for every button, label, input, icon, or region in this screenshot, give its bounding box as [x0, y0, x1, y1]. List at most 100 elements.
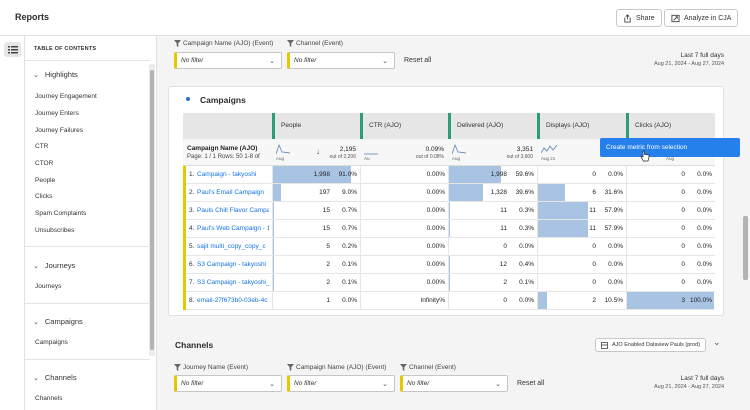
campaign-name-filter-dropdown[interactable]: No filter ⌄ [174, 52, 282, 69]
toc-section-campaigns[interactable]: ⌄ Campaigns [33, 317, 83, 326]
cell-delivered[interactable]: 11 0.3% [448, 202, 537, 220]
cell-clicks[interactable]: 0 0.0% [626, 220, 715, 238]
row-campaign-name[interactable]: S3 Campaign - takyoshi_ [197, 279, 269, 286]
cell-ctr[interactable]: 0.00% [360, 238, 448, 256]
cell-clicks[interactable]: 0 0.0% [626, 166, 715, 184]
cell-people[interactable]: 15 0.7% [272, 202, 360, 220]
cell-displays[interactable]: 0 0.0% [537, 238, 626, 256]
toc-item-ctr[interactable]: CTR [35, 143, 49, 150]
column-header-ctr[interactable]: CTR (AJO) [360, 113, 448, 139]
cell-displays[interactable]: 0 0.0% [537, 274, 626, 292]
chevron-down-icon[interactable]: ⌄ [713, 337, 721, 347]
scrollbar-thumb[interactable] [743, 216, 748, 280]
cell-ctr[interactable]: 0.00% [360, 220, 448, 238]
toc-item-unsubscribes[interactable]: Unsubscribes [35, 227, 75, 234]
journey-name-filter-dropdown[interactable]: No filter ⌄ [174, 375, 282, 392]
cell-ctr[interactable]: 0.00% [360, 184, 448, 202]
table-row[interactable]: 1. Campaign - takyoshi 1,998 91.0% 0.00% 1,99… [183, 166, 715, 184]
cell-clicks[interactable]: 3 100.0% [626, 292, 715, 310]
campaign-name-filter-dropdown[interactable]: No filter ⌄ [287, 375, 395, 392]
cell-people[interactable]: 5 0.2% [272, 238, 360, 256]
cell-people[interactable]: 2 0.1% [272, 274, 360, 292]
sort-descending-icon[interactable]: ↓ [316, 147, 320, 156]
toc-item-spam-complaints[interactable]: Spam Complaints [35, 210, 87, 217]
column-header-delivered[interactable]: Delivered (AJO) [448, 113, 537, 139]
cell-ctr[interactable]: 0.00% [360, 274, 448, 292]
cell-value: 11 [589, 207, 596, 214]
toc-section-highlights[interactable]: ⌄ Highlights [33, 70, 78, 79]
share-button[interactable]: Share [616, 9, 662, 27]
table-row[interactable]: 6. S3 Campaign - takyoshi 2 0.1% 0.00% 12 0.4%… [183, 256, 715, 274]
cell-clicks[interactable]: 0 0.0% [626, 256, 715, 274]
toc-section-channels[interactable]: ⌄ Channels [33, 373, 77, 382]
cell-ctr[interactable]: Infinity% [360, 292, 448, 310]
column-header-displays[interactable]: Displays (AJO) [537, 113, 626, 139]
column-header-clicks[interactable]: Clicks (AJO) [626, 113, 715, 139]
toc-section-journeys[interactable]: ⌄ Journeys [33, 261, 75, 270]
row-campaign-name[interactable]: S3 Campaign - takyoshi [197, 261, 267, 268]
main-scrollbar[interactable] [742, 36, 750, 410]
cell-displays[interactable]: 11 57.9% [537, 220, 626, 238]
table-row[interactable]: 3. Pauls Chill Flavor Campa 15 0.7% 0.00% 11 0… [183, 202, 715, 220]
toc-item-ctor[interactable]: CTOR [35, 160, 54, 167]
table-row[interactable]: 8. email-27f673b0-03eb-4c 1 0.0% Infinity% 0 0… [183, 292, 715, 310]
channel-filter-dropdown[interactable]: No filter ⌄ [400, 375, 508, 392]
cell-clicks[interactable]: 0 0.0% [626, 238, 715, 256]
cell-value: 0 [592, 243, 596, 250]
row-campaign-name[interactable]: sajit multi_copy_copy_c [197, 243, 266, 250]
cell-clicks[interactable]: 0 0.0% [626, 202, 715, 220]
create-metric-tooltip[interactable]: Create metric from selection [600, 138, 740, 157]
toc-item-journey-failures[interactable]: Journey Failures [35, 127, 84, 134]
toc-toggle-button[interactable] [4, 42, 21, 57]
row-campaign-name[interactable]: Paul's Web Campaign - 1 [197, 225, 269, 232]
cell-delivered[interactable]: 11 0.3% [448, 220, 537, 238]
cell-people[interactable]: 197 9.0% [272, 184, 360, 202]
table-row[interactable]: 4. Paul's Web Campaign - 1 15 0.7% 0.00% 11 0.… [183, 220, 715, 238]
toc-item-journey-enters[interactable]: Journey Enters [35, 110, 79, 117]
toc-item-clicks[interactable]: Clicks [35, 193, 53, 200]
toc-item-campaigns[interactable]: Campaigns [35, 339, 68, 346]
cell-displays[interactable]: 0 0.0% [537, 166, 626, 184]
dataview-selector[interactable]: AJO Enabled Dataview Pauls (prod) [595, 338, 707, 352]
cell-delivered[interactable]: 1,998 59.6% [448, 166, 537, 184]
table-row[interactable]: 5. sajit multi_copy_copy_c 5 0.2% 0.00% 0 0.0%… [183, 238, 715, 256]
toc-item-journey-engagement[interactable]: Journey Engagement [35, 93, 97, 100]
toc-item-people[interactable]: People [35, 177, 56, 184]
table-row[interactable]: 7. S3 Campaign - takyoshi_ 2 0.1% 0.00% 2 0.1%… [183, 274, 715, 292]
cell-delivered[interactable]: 1,328 39.6% [448, 184, 537, 202]
toc-item-channels[interactable]: Channels [35, 395, 63, 402]
row-campaign-name[interactable]: Campaign - takyoshi [197, 171, 257, 178]
row-campaign-name[interactable]: email-27f673b0-03eb-4c [197, 297, 268, 304]
cell-people[interactable]: 2 0.1% [272, 256, 360, 274]
row-campaign-name[interactable]: Pauls Chill Flavor Campa [197, 207, 269, 214]
table-row[interactable]: 2. Paul's Email Campaign 197 9.0% 0.00% 1,328… [183, 184, 715, 202]
cell-displays[interactable]: 2 10.5% [537, 292, 626, 310]
cell-delivered[interactable]: 0 0.0% [448, 292, 537, 310]
analyze-in-cja-button[interactable]: Analyze in CJA [664, 9, 739, 27]
cell-clicks[interactable]: 0 0.0% [626, 184, 715, 202]
cell-people[interactable]: 1,998 91.0% [272, 166, 360, 184]
cell-displays[interactable]: 6 31.6% [537, 184, 626, 202]
channel-filter-dropdown[interactable]: No filter ⌄ [287, 52, 395, 69]
cell-ctr[interactable]: 0.00% [360, 256, 448, 274]
date-range[interactable]: Last 7 full days Aug 21, 2024 - Aug 27, … [654, 375, 724, 390]
cell-people[interactable]: 15 0.7% [272, 220, 360, 238]
toc-item-journeys[interactable]: Journeys [35, 283, 62, 290]
scrollbar-thumb[interactable] [150, 70, 154, 350]
date-range[interactable]: Last 7 full days Aug 21, 2024 - Aug 27, … [654, 52, 724, 67]
dimension-header[interactable]: Campaign Name (AJO) Page: 1 / 1 Rows: 50… [187, 145, 260, 160]
cell-delivered[interactable]: 12 0.4% [448, 256, 537, 274]
cell-displays[interactable]: 11 57.9% [537, 202, 626, 220]
cell-ctr[interactable]: 0.00% [360, 166, 448, 184]
cell-delivered[interactable]: 0 0.0% [448, 238, 537, 256]
cell-displays[interactable]: 0 0.0% [537, 256, 626, 274]
row-campaign-name[interactable]: Paul's Email Campaign [197, 189, 264, 196]
reset-all-button[interactable]: Reset all [517, 380, 545, 387]
toc-scrollbar[interactable] [149, 64, 155, 356]
cell-clicks[interactable]: 0 0.0% [626, 274, 715, 292]
cell-people[interactable]: 1 0.0% [272, 292, 360, 310]
cell-delivered[interactable]: 2 0.1% [448, 274, 537, 292]
column-header-people[interactable]: People [272, 113, 360, 139]
cell-ctr[interactable]: 0.00% [360, 202, 448, 220]
reset-all-button[interactable]: Reset all [404, 57, 432, 64]
